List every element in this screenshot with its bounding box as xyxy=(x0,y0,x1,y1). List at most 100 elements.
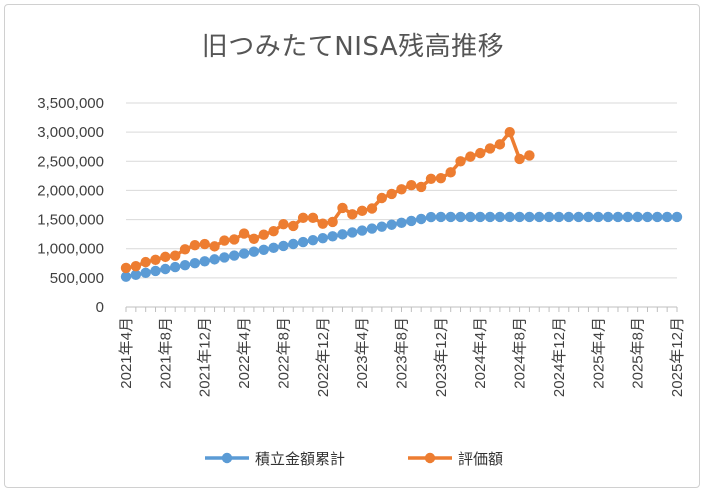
y-tick-label: 2,000,000 xyxy=(37,182,104,199)
data-point xyxy=(307,212,319,224)
data-point xyxy=(563,211,574,223)
data-point xyxy=(514,153,525,165)
legend-label: 積立金額累計 xyxy=(255,450,345,468)
x-tick-label: 2022年8月 xyxy=(275,317,292,389)
data-point xyxy=(179,259,191,271)
data-point xyxy=(553,211,565,223)
data-point xyxy=(209,254,220,265)
data-point xyxy=(425,173,437,184)
data-point xyxy=(297,212,309,224)
data-point xyxy=(612,211,624,223)
legend-item: 積立金額累計 xyxy=(205,450,345,468)
data-point xyxy=(376,192,388,204)
data-point xyxy=(278,240,289,252)
data-point xyxy=(248,233,260,245)
data-point xyxy=(386,188,397,200)
data-point xyxy=(671,211,683,223)
data-point xyxy=(465,211,476,223)
data-point xyxy=(248,246,260,257)
data-point xyxy=(120,271,132,282)
data-point xyxy=(169,261,181,273)
y-tick-label: 2,500,000 xyxy=(37,153,104,170)
data-point xyxy=(238,228,250,239)
data-point xyxy=(406,179,417,191)
data-point xyxy=(297,236,309,248)
data-point xyxy=(268,226,279,237)
y-tick-label: 3,000,000 xyxy=(37,124,104,141)
series-cumulative-investment xyxy=(120,211,683,282)
x-axis: 2021年4月 2021年8月 2021年12月 2022年4月 2022年8月 2022… xyxy=(118,306,686,397)
data-point xyxy=(317,218,328,229)
x-tick-label: 2025年8月 xyxy=(630,317,647,389)
y-tick-label: 500,000 xyxy=(50,270,104,287)
data-point xyxy=(632,211,643,223)
data-point xyxy=(219,235,230,246)
data-point xyxy=(465,151,476,162)
gridlines xyxy=(126,102,677,308)
data-point xyxy=(622,211,634,223)
chart-frame xyxy=(4,4,700,488)
data-point xyxy=(347,209,358,220)
data-point xyxy=(455,211,466,223)
data-point xyxy=(356,225,368,236)
data-point xyxy=(278,219,289,230)
data-point xyxy=(189,240,201,251)
data-point xyxy=(475,211,486,223)
y-tick-label: 0 xyxy=(96,299,104,316)
data-point xyxy=(150,265,161,277)
legend: 積立金額累計 評価額 xyxy=(205,450,503,468)
data-point xyxy=(602,211,614,223)
data-point xyxy=(317,233,328,244)
data-point xyxy=(356,205,368,217)
data-point xyxy=(140,256,151,268)
data-point xyxy=(435,211,447,223)
data-point xyxy=(396,184,407,195)
data-point xyxy=(524,150,535,161)
data-point xyxy=(504,211,515,223)
y-tick-label: 3,500,000 xyxy=(37,95,104,112)
data-point xyxy=(219,252,230,263)
x-tick-label: 2021年8月 xyxy=(157,317,174,389)
data-point xyxy=(573,211,584,223)
data-point xyxy=(652,211,663,223)
legend-marker xyxy=(221,452,233,464)
data-point xyxy=(366,203,378,214)
x-tick-label: 2023年4月 xyxy=(354,317,371,389)
data-point xyxy=(484,143,496,154)
data-point xyxy=(543,211,555,223)
data-point xyxy=(642,211,653,223)
x-tick-label: 2025年12月 xyxy=(669,317,686,397)
data-point xyxy=(327,231,338,242)
data-point xyxy=(337,229,348,240)
data-point xyxy=(229,250,240,261)
data-point xyxy=(258,229,269,240)
data-point xyxy=(445,211,456,223)
data-point xyxy=(494,211,506,223)
x-tick-label: 2024年4月 xyxy=(472,317,489,389)
x-tick-label: 2023年12月 xyxy=(433,317,450,397)
data-point xyxy=(445,167,456,178)
data-point xyxy=(120,262,132,274)
data-point xyxy=(386,219,397,230)
x-tick-label: 2021年12月 xyxy=(197,317,214,397)
data-point xyxy=(307,234,319,246)
data-point xyxy=(661,211,673,223)
y-axis-ticks: 0 500,000 1,000,000 1,500,000 2,000,000 2,500… xyxy=(37,95,104,316)
data-point xyxy=(415,181,427,193)
data-point xyxy=(484,211,496,223)
data-point xyxy=(160,263,171,275)
data-point xyxy=(583,211,594,223)
x-tick-label: 2025年4月 xyxy=(590,317,607,389)
data-point xyxy=(288,220,299,232)
data-point xyxy=(337,202,348,214)
data-point xyxy=(376,221,388,232)
data-point xyxy=(366,223,378,234)
data-point xyxy=(199,238,210,250)
data-point xyxy=(130,269,142,280)
x-tick-label: 2021年4月 xyxy=(118,317,135,389)
data-point xyxy=(534,211,545,223)
data-point xyxy=(229,234,240,245)
data-point xyxy=(475,147,486,159)
data-point xyxy=(130,261,142,272)
